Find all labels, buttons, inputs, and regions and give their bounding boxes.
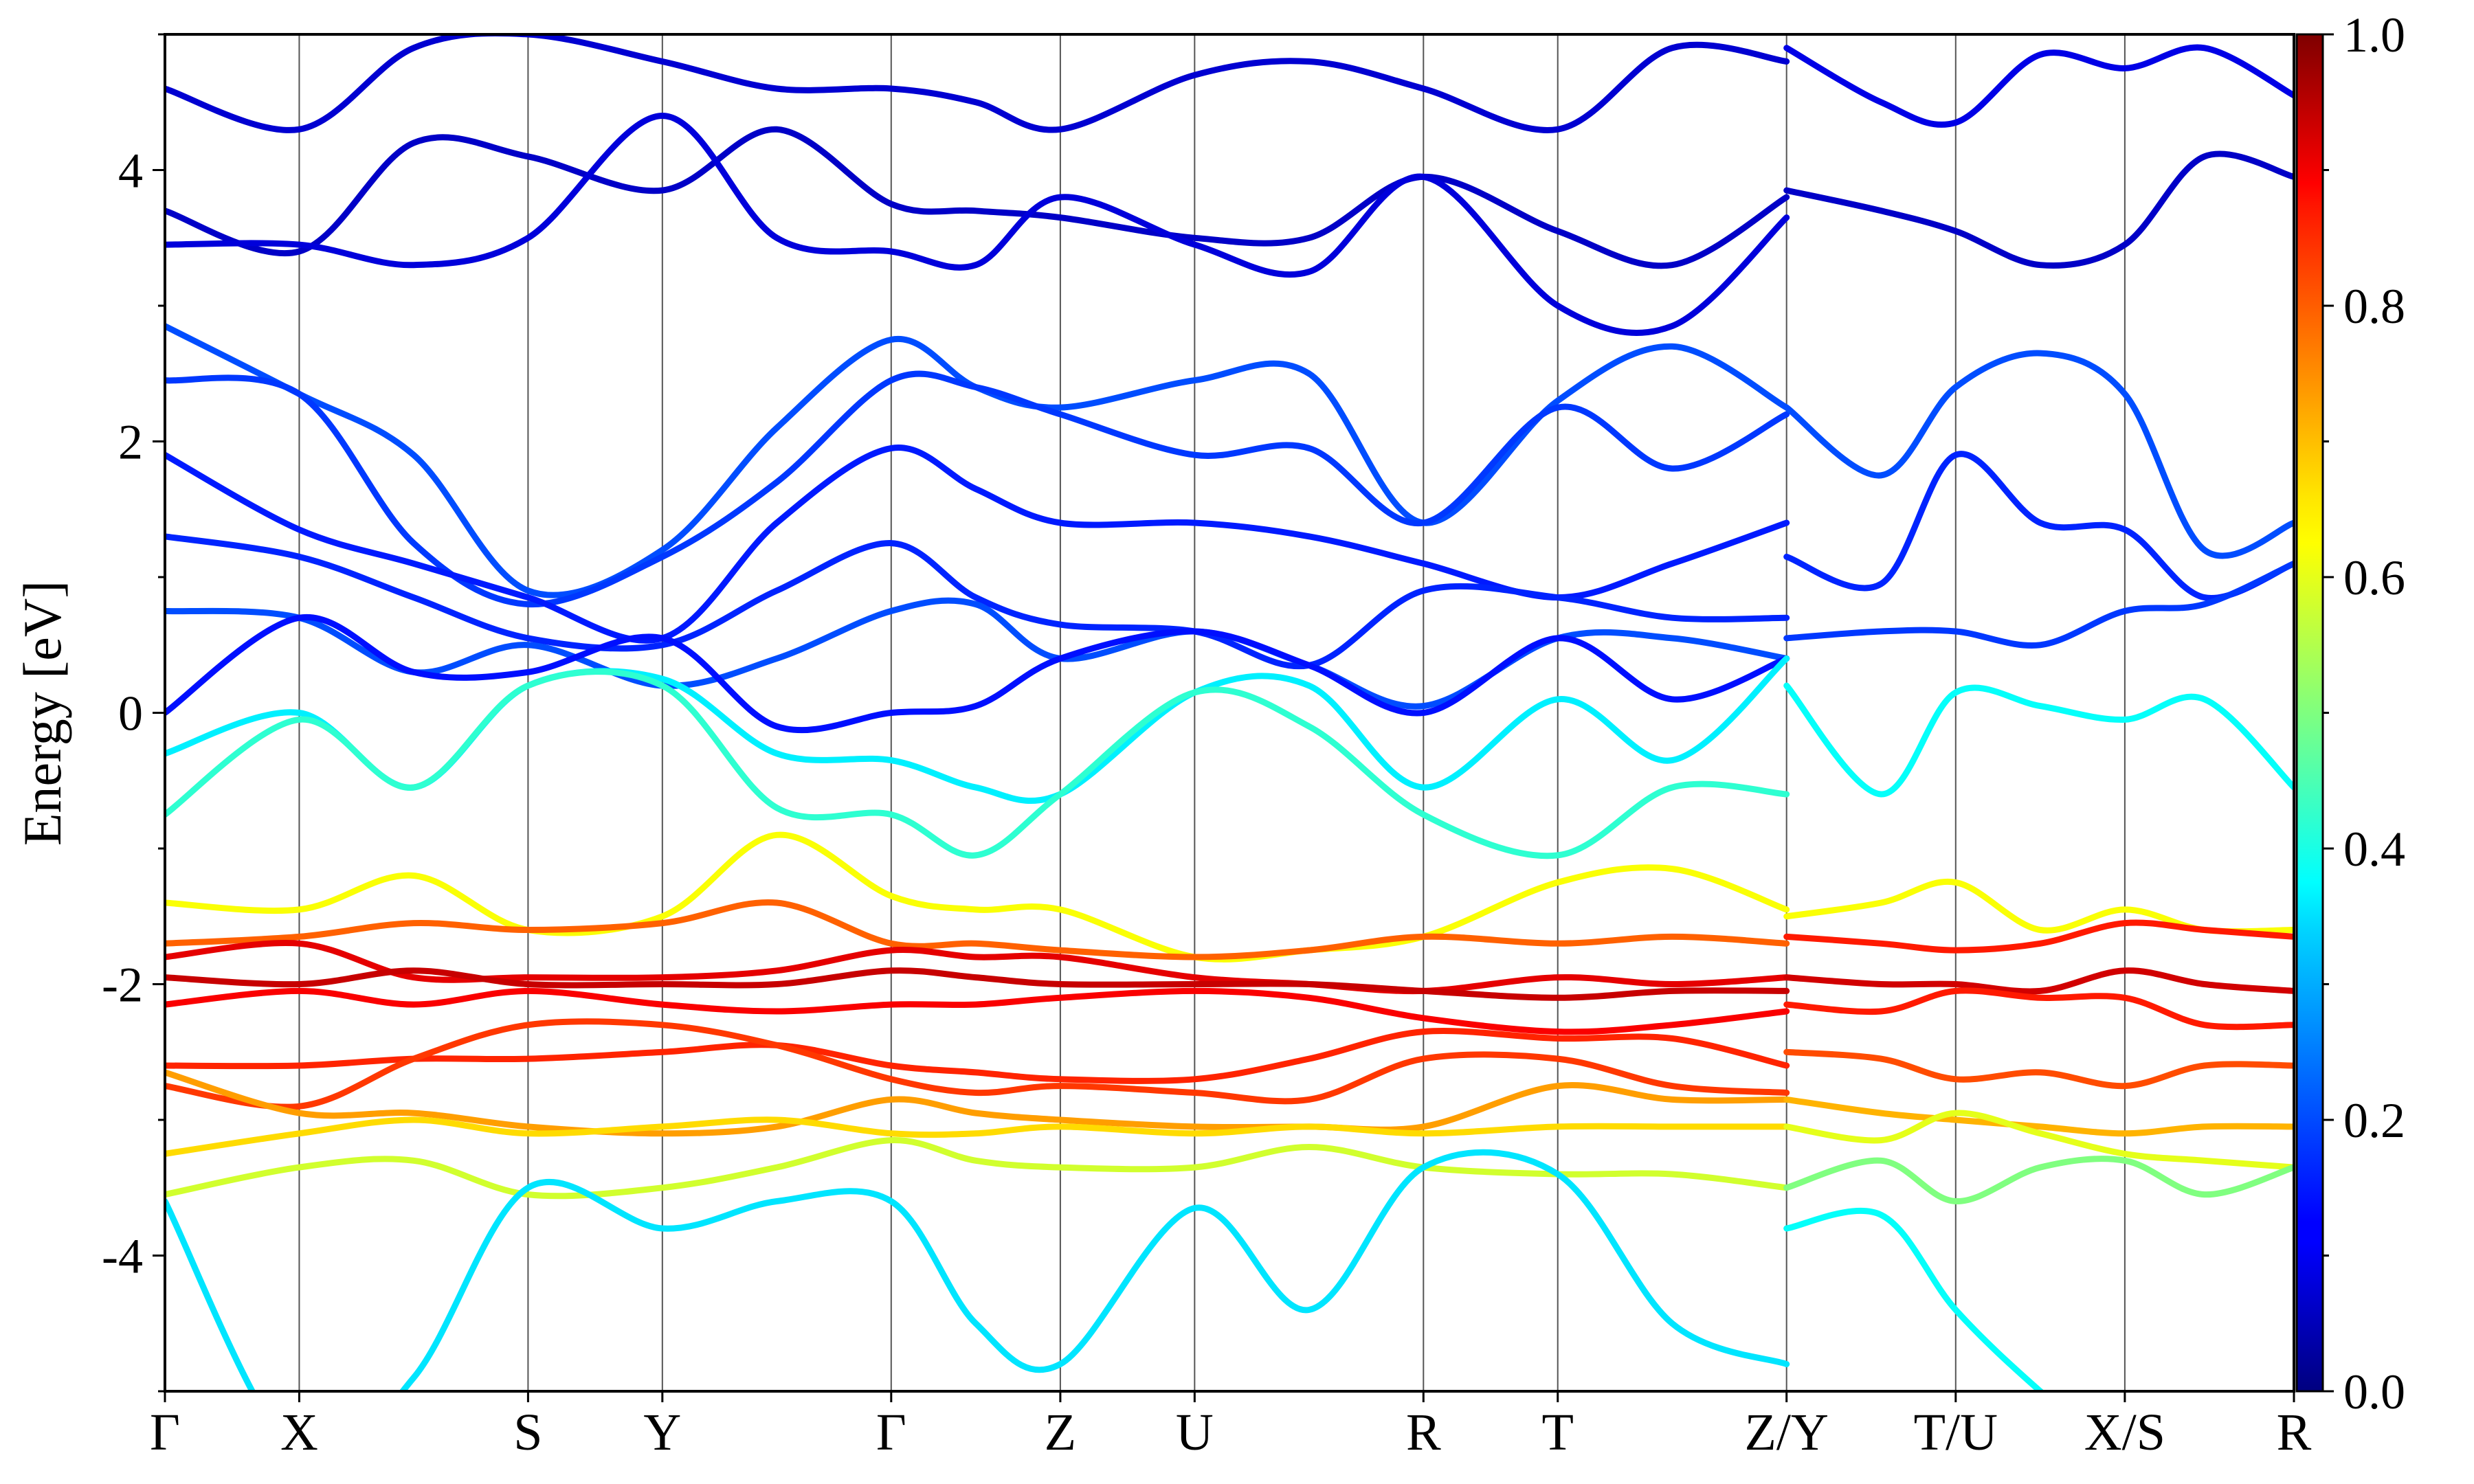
y-tick-label: 2 [118, 415, 143, 470]
band-line-9 [165, 655, 1790, 804]
y-tick-label: -2 [102, 958, 143, 1013]
band-line-2 [165, 113, 1790, 336]
band-line-26 [1783, 560, 2294, 649]
band-line-14 [165, 967, 1790, 1001]
band-line-29 [1783, 919, 2294, 954]
band-line-7 [165, 597, 1790, 710]
x-tick-label: S [513, 1404, 542, 1461]
y-tick-label: -4 [102, 1229, 143, 1284]
band-line-19 [165, 1116, 1790, 1157]
band-line-30 [1783, 967, 2294, 995]
y-axis: 4 2 0 -2 -4 [102, 33, 165, 1393]
band-line-25 [1783, 451, 2294, 602]
y-tick-label: 0 [118, 686, 143, 741]
band-line-17 [165, 1018, 1790, 1110]
x-tick-label: R [2277, 1404, 2312, 1461]
x-axis: Γ X S Y Γ Z U R T Z/Y T/U X/S R [150, 1391, 2312, 1461]
x-tick-label: X/S [2084, 1404, 2165, 1461]
y-tick-label: 4 [118, 144, 143, 199]
band-line-34 [1783, 1110, 2294, 1171]
x-tick-label: T/U [1914, 1404, 1998, 1461]
x-tick-label: U [1176, 1404, 1214, 1461]
band-line-18 [165, 1069, 1790, 1137]
band-line-33 [1783, 1096, 2294, 1137]
band-line-13 [165, 940, 1790, 995]
colorbar-tick-label: 0.6 [2343, 550, 2405, 605]
band-line-32 [1783, 1048, 2294, 1090]
band-line-3 [165, 323, 1790, 598]
y-axis-label: Energy [eV] [12, 581, 72, 846]
bands-group [165, 34, 2294, 1391]
x-tick-label: X [280, 1404, 318, 1461]
band-line-21 [165, 1149, 1790, 1391]
colorbar-tick-label: 0.8 [2343, 279, 2405, 334]
band-line-1 [165, 126, 1790, 269]
band-line-0 [165, 34, 1790, 133]
band-line-24 [1783, 350, 2294, 559]
band-line-22 [1783, 44, 2294, 128]
high-symmetry-lines [298, 34, 2126, 1391]
band-line-20 [165, 1137, 1790, 1200]
band-line-4 [165, 370, 1790, 608]
colorbar-tick-label: 1.0 [2343, 8, 2405, 63]
x-tick-label: Y [643, 1404, 681, 1461]
band-line-28 [1783, 878, 2294, 935]
x-tick-label: T [1542, 1404, 1574, 1461]
band-line-8 [165, 614, 1790, 734]
band-line-11 [165, 831, 1790, 963]
band-line-15 [165, 987, 1790, 1035]
colorbar-ticks: 0.0 0.2 0.4 0.6 0.8 1.0 [2323, 8, 2405, 1419]
colorbar-tick-label: 0.2 [2343, 1093, 2405, 1148]
band-line-31 [1783, 987, 2294, 1031]
colorbar [2295, 33, 2324, 1393]
band-line-5 [165, 444, 1790, 644]
colorbar-tick-label: 0.0 [2343, 1364, 2405, 1419]
band-line-16 [165, 1028, 1790, 1084]
band-line-23 [1783, 150, 2294, 269]
band-line-35 [1783, 1156, 2294, 1205]
band-line-36 [1783, 1207, 2045, 1391]
band-line-6 [165, 533, 1790, 670]
x-tick-label: Γ [876, 1404, 906, 1461]
band-line-10 [165, 668, 1790, 859]
colorbar-tick-label: 0.4 [2343, 822, 2405, 877]
band-line-12 [165, 899, 1790, 960]
x-tick-label: R [1406, 1404, 1441, 1461]
x-tick-label: Z [1045, 1404, 1076, 1461]
x-tick-label: Γ [150, 1404, 180, 1461]
x-tick-label: Z/Y [1744, 1404, 1828, 1461]
band-line-27 [1783, 682, 2294, 798]
